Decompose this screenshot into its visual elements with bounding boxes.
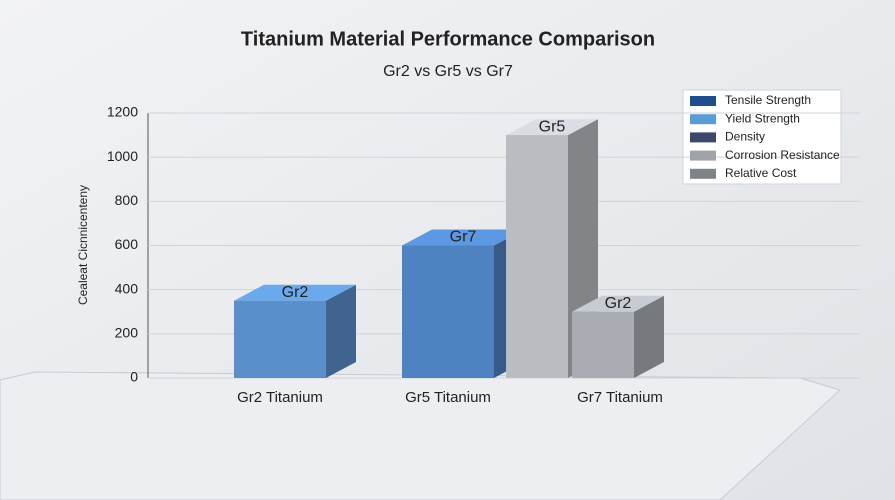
bar-label: Gr7 <box>450 229 477 246</box>
y-tick-label: 200 <box>115 325 139 341</box>
bar-side <box>326 284 356 378</box>
chart-title: Titanium Material Performance Comparison <box>241 28 655 50</box>
y-axis-label: Cealeat Cicnnicenteny <box>76 185 90 305</box>
legend-swatch <box>690 114 716 125</box>
legend-label: Corrosion Resistance <box>725 148 840 162</box>
y-tick-label: 1000 <box>107 148 138 164</box>
legend-swatch <box>690 96 716 106</box>
bar-top <box>234 284 356 301</box>
x-tick-label: Gr7 Titanium <box>577 389 663 406</box>
y-tick-label: 600 <box>115 236 139 252</box>
bar-top <box>572 295 664 312</box>
y-tick-label: 0 <box>130 369 138 385</box>
legend-swatch <box>690 132 716 143</box>
x-tick-label: Gr5 Titanium <box>405 389 491 406</box>
bar <box>506 135 568 378</box>
legend-swatch <box>690 150 716 161</box>
bar <box>572 311 634 378</box>
bar <box>234 300 326 378</box>
bar-label: Gr5 <box>539 118 566 135</box>
x-tick-label: Gr2 Titanium <box>237 389 323 406</box>
y-tick-label: 1200 <box>107 104 138 120</box>
y-tick-label: 400 <box>115 280 139 296</box>
bar-side <box>634 295 664 378</box>
bar <box>402 245 494 378</box>
y-tick-label: 800 <box>115 192 139 208</box>
legend-label: Tensile Strength <box>725 93 811 107</box>
legend-label: Yield Strength <box>725 111 800 125</box>
legend-label: Relative Cost <box>725 166 797 180</box>
bar-label: Gr2 <box>282 284 309 301</box>
bar-top <box>506 119 598 136</box>
bar-label: Gr2 <box>605 295 632 312</box>
legend-label: Density <box>725 130 765 144</box>
legend-swatch <box>690 168 716 179</box>
chart-subtitle: Gr2 vs Gr5 vs Gr7 <box>383 63 513 80</box>
bar-top <box>402 229 524 246</box>
